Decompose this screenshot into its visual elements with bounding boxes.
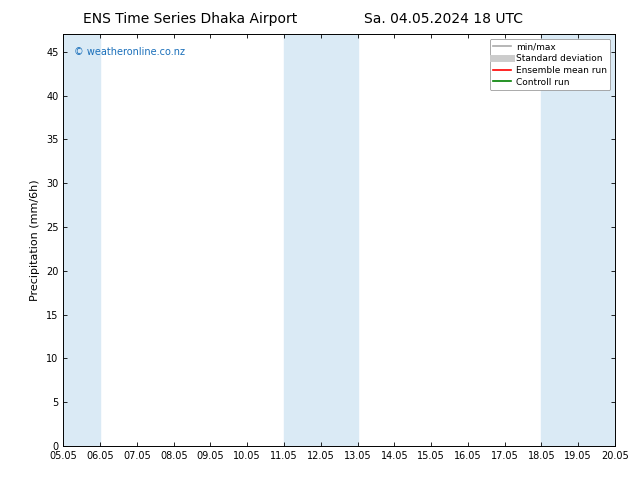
Y-axis label: Precipitation (mm/6h): Precipitation (mm/6h) bbox=[30, 179, 41, 301]
Text: Sa. 04.05.2024 18 UTC: Sa. 04.05.2024 18 UTC bbox=[365, 12, 523, 26]
Text: ENS Time Series Dhaka Airport: ENS Time Series Dhaka Airport bbox=[83, 12, 297, 26]
Bar bbox=[284, 34, 358, 446]
Bar bbox=[541, 34, 615, 446]
Bar bbox=[63, 34, 100, 446]
Text: © weatheronline.co.nz: © weatheronline.co.nz bbox=[74, 47, 185, 57]
Legend: min/max, Standard deviation, Ensemble mean run, Controll run: min/max, Standard deviation, Ensemble me… bbox=[489, 39, 611, 90]
